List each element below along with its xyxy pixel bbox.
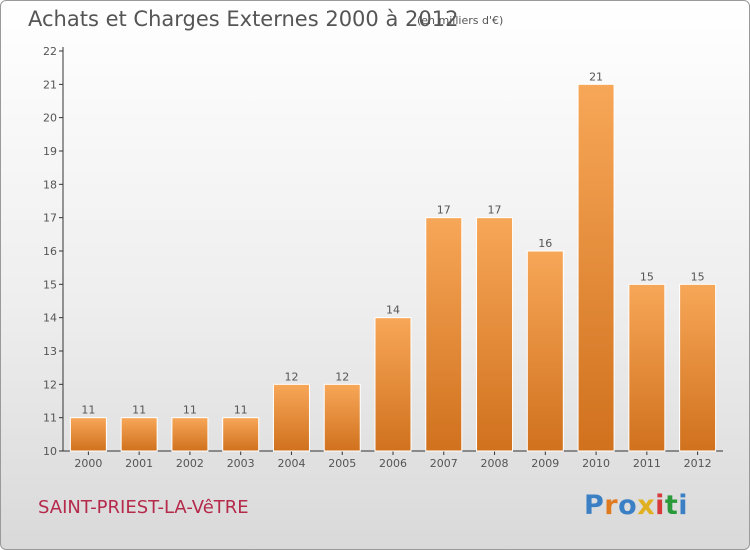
x-tick-label: 2000 [74, 457, 102, 470]
chart-bars [69, 83, 717, 452]
bar-2002 [171, 417, 209, 452]
bar-value-label: 17 [488, 204, 502, 217]
y-tick-label: 17 [43, 212, 57, 225]
bar-2008 [476, 217, 514, 452]
logo-letter: i [655, 490, 665, 521]
y-tick-label: 21 [43, 78, 57, 91]
bar-value-label: 12 [284, 370, 298, 383]
x-tick-label: 2006 [379, 457, 407, 470]
y-tick-label: 18 [43, 178, 57, 191]
bar-2003 [222, 417, 260, 452]
x-tick-label: 2005 [328, 457, 356, 470]
bar-2004 [272, 383, 310, 452]
bar-2005 [323, 383, 361, 452]
commune-name: SAINT-PRIEST-LA-VêTRE [38, 497, 249, 518]
y-tick-label: 22 [43, 45, 57, 58]
bar-2007 [425, 217, 463, 452]
bar-value-label: 21 [589, 70, 603, 83]
bar-value-label: 11 [234, 404, 248, 417]
y-tick-label: 11 [43, 412, 57, 425]
x-tick-label: 2001 [125, 457, 153, 470]
x-tick-label: 2002 [176, 457, 204, 470]
logo-letter: P [584, 490, 605, 521]
chart-title: Achats et Charges Externes 2000 à 2012 [28, 7, 459, 31]
bar-value-label: 14 [386, 304, 400, 317]
bar-2001 [120, 417, 158, 452]
y-tick-label: 15 [43, 278, 57, 291]
x-tick-label: 2012 [684, 457, 712, 470]
logo-letter: o [618, 490, 638, 521]
bar-value-label: 15 [691, 270, 705, 283]
bar-2010 [577, 83, 615, 452]
chart-unit: (en milliers d'€) [417, 14, 504, 27]
logo-letter: r [604, 490, 619, 521]
y-tick-label: 12 [43, 378, 57, 391]
y-tick-label: 13 [43, 345, 57, 358]
bar-2012 [679, 283, 717, 452]
bar-value-label: 17 [437, 204, 451, 217]
bar-value-label: 11 [81, 404, 95, 417]
bar-value-label: 11 [132, 404, 146, 417]
y-tick-label: 19 [43, 145, 57, 158]
y-tick-label: 20 [43, 112, 57, 125]
x-tick-label: 2007 [430, 457, 458, 470]
x-tick-label: 2004 [277, 457, 305, 470]
bar-2011 [628, 283, 666, 452]
bar-value-label: 12 [335, 370, 349, 383]
bar-value-label: 11 [183, 404, 197, 417]
logo-letter: i [678, 490, 689, 521]
y-tick-label: 16 [43, 245, 57, 258]
x-tick-label: 2010 [582, 457, 610, 470]
y-tick-label: 14 [43, 312, 57, 325]
bar-2006 [374, 317, 412, 452]
chart-axes: 10 11 12 13 14 15 16 17 18 19 20 21 22 [43, 45, 723, 458]
x-tick-label: 2009 [531, 457, 559, 470]
x-tick-label: 2008 [481, 457, 509, 470]
logo-letter: x [637, 490, 656, 521]
logo-letter: t [664, 490, 679, 521]
proxiti-logo[interactable]: Proxiti [584, 490, 688, 521]
bar-2009 [526, 250, 564, 452]
bar-value-label: 15 [640, 270, 654, 283]
chart-labels: 2000 11 2001 11 2002 11 2003 11 2004 12 2005 12 2006… [74, 70, 711, 470]
x-tick-label: 2011 [633, 457, 661, 470]
bar-2000 [69, 417, 107, 452]
y-tick-label: 10 [43, 445, 57, 458]
x-tick-label: 2003 [227, 457, 255, 470]
bar-value-label: 16 [538, 237, 552, 250]
